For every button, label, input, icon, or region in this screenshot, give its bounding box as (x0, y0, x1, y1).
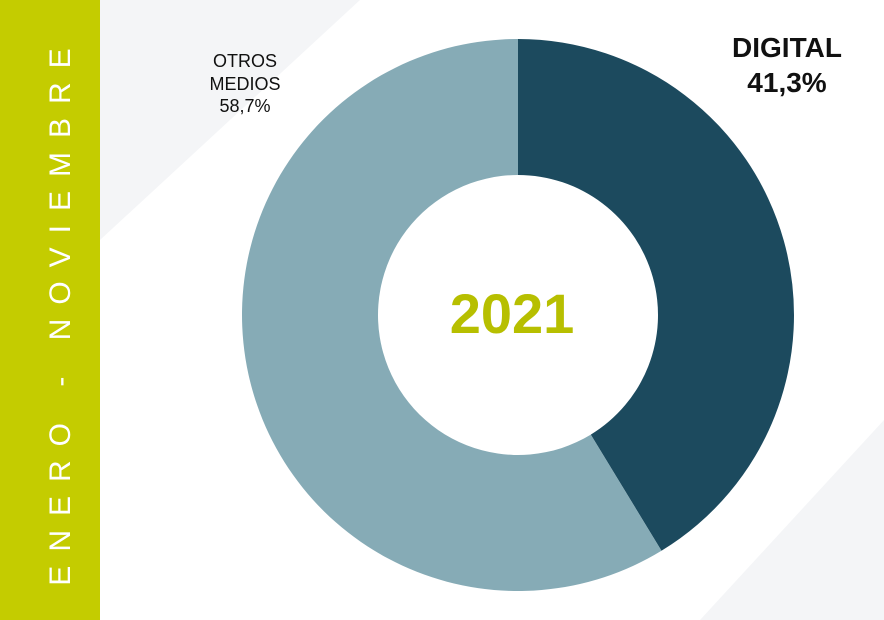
background-shape (700, 420, 884, 620)
slice (242, 39, 662, 591)
side-label: ENERO - NOVIEMBRE (44, 34, 77, 585)
slice-name: DIGITAL (732, 32, 842, 63)
slice-name: OTROS MEDIOS (209, 51, 281, 94)
center-label: 2021 (450, 282, 575, 345)
background-shape (100, 0, 360, 240)
slice-label: OTROS MEDIOS 58,7% (190, 50, 300, 118)
slice-value-label: 58,7% (219, 96, 271, 116)
slice-value-label: 41,3% (747, 67, 827, 98)
side-band (0, 0, 100, 620)
slice (518, 39, 795, 551)
slice-label: DIGITAL 41,3% (712, 30, 862, 100)
slices (242, 39, 795, 591)
